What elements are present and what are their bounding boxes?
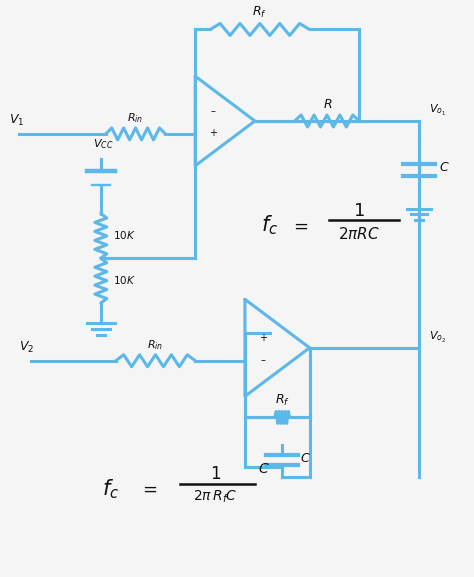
- Text: $2\pi RC$: $2\pi RC$: [338, 226, 380, 242]
- Text: +: +: [259, 333, 267, 343]
- Text: $V_{CC}$: $V_{CC}$: [93, 137, 113, 151]
- Text: $V_2$: $V_2$: [19, 340, 35, 355]
- Text: –: –: [260, 355, 265, 365]
- Text: $C$: $C$: [258, 462, 270, 476]
- Text: $10K$: $10K$: [113, 273, 136, 286]
- Text: –: –: [211, 106, 216, 116]
- Text: $C$: $C$: [439, 161, 449, 174]
- Text: $V_{o_2}$: $V_{o_2}$: [429, 330, 446, 345]
- Text: $1$: $1$: [210, 465, 221, 483]
- Text: $f_c$: $f_c$: [261, 213, 278, 237]
- Text: $10K$: $10K$: [113, 229, 136, 241]
- Text: $f_c$: $f_c$: [102, 477, 119, 501]
- Text: $C$: $C$: [300, 452, 310, 465]
- Text: $=$: $=$: [290, 216, 309, 234]
- Text: +: +: [209, 128, 217, 138]
- Text: $=$: $=$: [139, 480, 158, 498]
- Text: $2\pi\, R_f C$: $2\pi\, R_f C$: [193, 489, 237, 505]
- Text: $R_{in}$: $R_{in}$: [147, 338, 164, 351]
- Text: $R$: $R$: [323, 98, 332, 111]
- Text: $R_{in}$: $R_{in}$: [128, 111, 144, 125]
- Text: $V_1$: $V_1$: [9, 113, 25, 128]
- Text: $R_f$: $R_f$: [275, 392, 290, 407]
- Text: $1$: $1$: [354, 201, 365, 219]
- Text: $R_f$: $R_f$: [253, 5, 267, 20]
- Text: $V_{o_1}$: $V_{o_1}$: [429, 103, 446, 118]
